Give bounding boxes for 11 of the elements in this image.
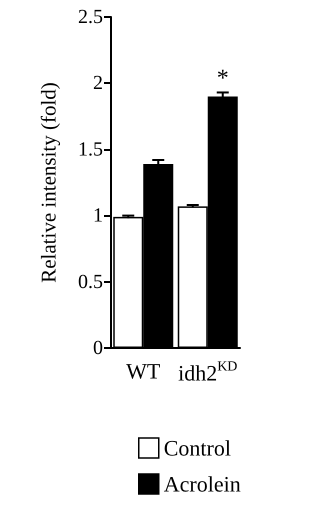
y-tick-label: 1.5 xyxy=(78,138,103,160)
x-tick-label: WT xyxy=(126,358,161,384)
legend-label: Acrolein xyxy=(164,472,241,496)
y-tick-label: 2 xyxy=(93,72,103,94)
y-tick-label: 0 xyxy=(93,337,103,359)
y-axis-title: Relative intensity (fold) xyxy=(36,82,60,283)
y-tick-label: 1 xyxy=(93,204,103,227)
y-tick-label: 2.5 xyxy=(78,6,103,28)
annotation: * xyxy=(216,65,229,92)
legend-label: Control xyxy=(164,436,231,460)
y-tick-label: 0.5 xyxy=(78,270,103,293)
